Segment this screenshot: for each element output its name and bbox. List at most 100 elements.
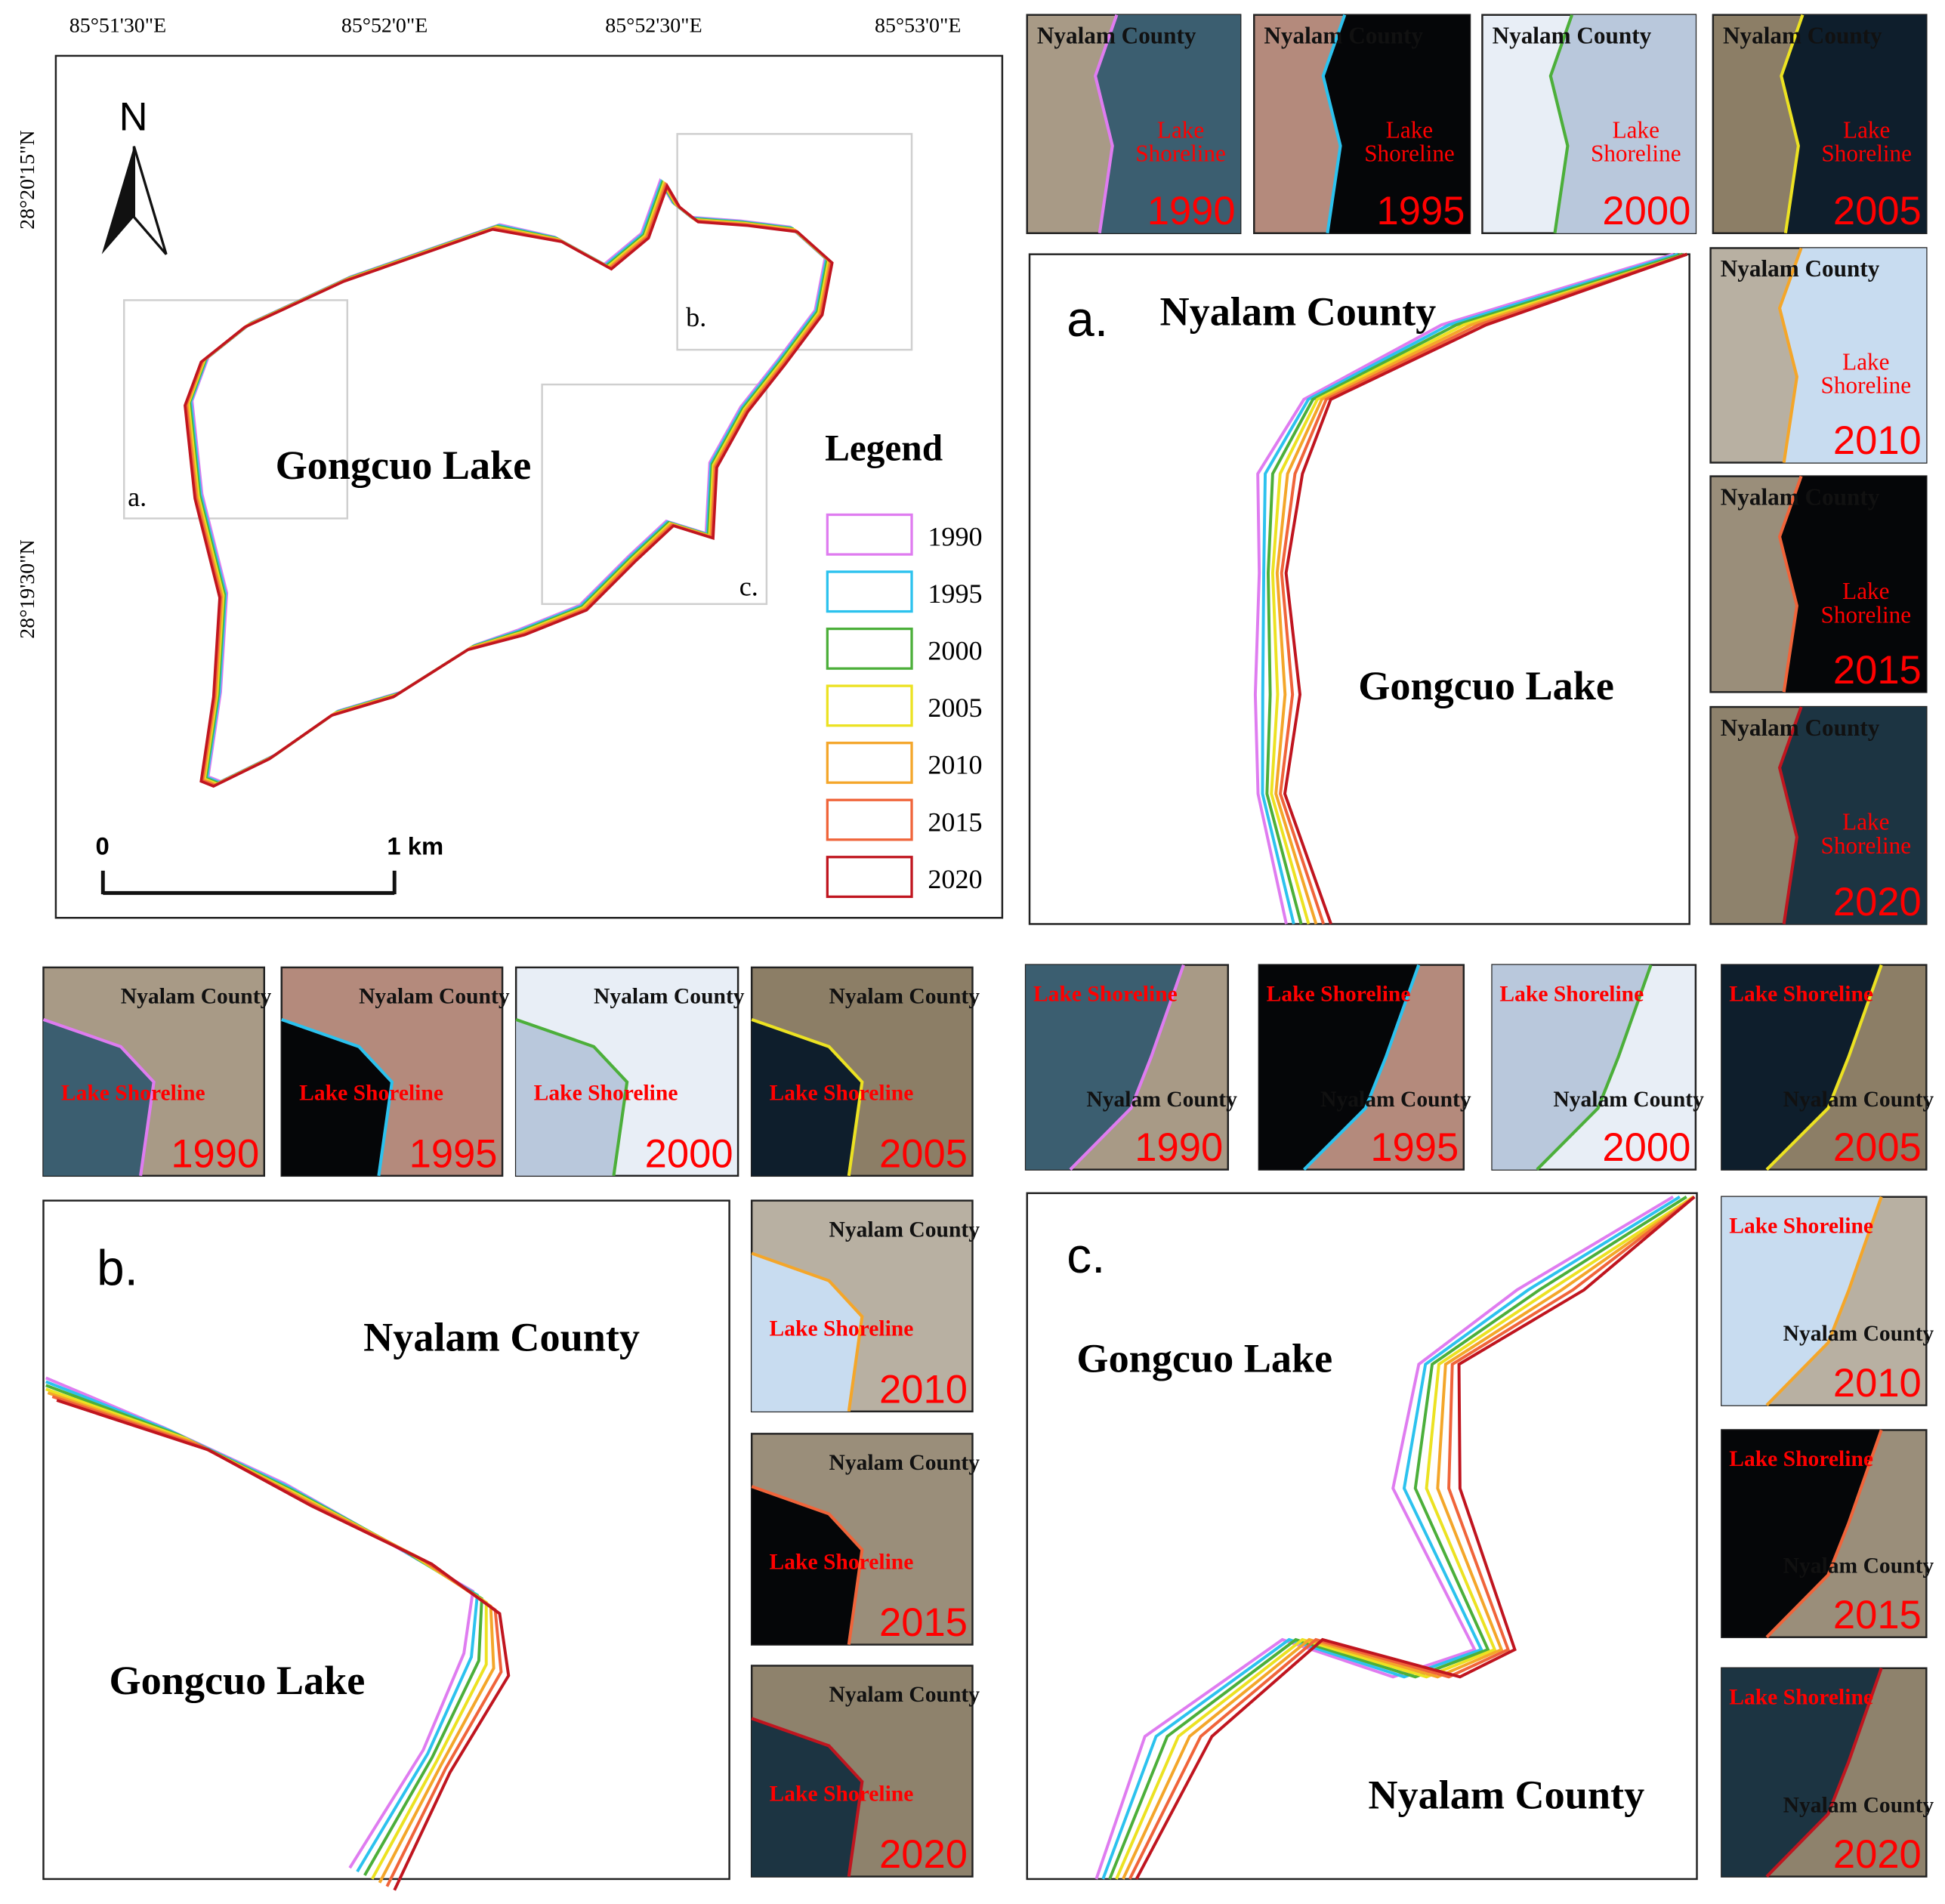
- thumb-year: 2005: [879, 1131, 968, 1176]
- legend-label: 1990: [928, 520, 983, 552]
- detail-shoreline: [1274, 252, 1688, 925]
- detail-frame: [1028, 253, 1690, 925]
- thumbnail-shoreline: [1780, 14, 1805, 234]
- thumb-shoreline: Lake Shoreline: [299, 1080, 443, 1106]
- thumbnail-shoreline: [1069, 964, 1185, 1171]
- thumb-year: 2010: [1832, 1360, 1922, 1406]
- thumb-year: 2000: [1602, 1125, 1691, 1170]
- thumb-county: Nyalam County: [1492, 23, 1652, 50]
- thumbnail-shoreline: [1777, 247, 1803, 463]
- inset-box-c: [541, 383, 768, 605]
- legend-swatch: [826, 627, 913, 670]
- legend-swatch: [826, 798, 913, 841]
- thumb-year: 1990: [171, 1131, 260, 1176]
- detail-shoreline: [1128, 1196, 1696, 1880]
- thumb-county: Nyalam County: [1320, 1086, 1471, 1112]
- thumbnail-water: [752, 1486, 863, 1645]
- thumb-shoreline: Lake Shoreline: [1729, 1213, 1874, 1238]
- thumb-year: 2020: [1832, 879, 1922, 924]
- thumbnail-shoreline: [42, 1017, 156, 1177]
- detail-shoreline: [1094, 1196, 1675, 1880]
- thumbnail-shoreline: [751, 1485, 864, 1645]
- thumbnail-shoreline: [1321, 14, 1347, 234]
- thumbnail-shoreline: [1548, 14, 1573, 234]
- panel-county: Nyalam County: [1159, 290, 1437, 335]
- y-tick-label: 28°19'30"N: [15, 539, 39, 639]
- thumb-year: 2015: [1832, 1592, 1922, 1637]
- thumb-county: Nyalam County: [1720, 256, 1880, 283]
- thumb-county: Nyalam County: [1783, 1791, 1934, 1817]
- legend-label: 2015: [928, 806, 983, 838]
- inset-label: a.: [128, 481, 147, 513]
- thumb-shoreline: Lake Shoreline: [769, 1080, 914, 1106]
- legend-swatch: [826, 742, 913, 784]
- thumb-year: 2000: [1602, 188, 1691, 233]
- thumb-shoreline: Lake Shoreline: [1729, 980, 1874, 1006]
- detail-shoreline: [1265, 252, 1684, 924]
- thumbnail-water: [752, 1718, 863, 1877]
- panel-lake: Gongcuo Lake: [1076, 1337, 1333, 1382]
- thumb-county: Nyalam County: [120, 983, 272, 1009]
- thumb-shoreline: Lake Shoreline: [1821, 118, 1913, 168]
- detail-shoreline: [1270, 252, 1687, 924]
- panel-label: b.: [97, 1241, 138, 1297]
- thumb-year: 2000: [644, 1131, 733, 1176]
- thumb-shoreline: Lake Shoreline: [533, 1080, 678, 1106]
- panel-lake: Gongcuo Lake: [1358, 665, 1614, 710]
- thumb-county: Nyalam County: [1086, 1086, 1237, 1112]
- thumb-county: Nyalam County: [359, 983, 510, 1009]
- thumbnail-water: [1026, 964, 1184, 1170]
- detail-frame: [1026, 1192, 1698, 1881]
- thumbnail-shoreline: [1777, 475, 1803, 693]
- thumbnail-water: [1550, 14, 1696, 233]
- thumb-county: Nyalam County: [1723, 23, 1882, 50]
- thumbnail-shoreline: [281, 1017, 394, 1177]
- thumbnail-shoreline: [1765, 1668, 1883, 1878]
- x-tick-label: 85°51'30"E: [69, 14, 167, 38]
- shorelines: [42, 14, 1928, 1891]
- thumbnail-water: [1258, 964, 1419, 1170]
- legend-swatch: [826, 570, 913, 613]
- thumbnail-shoreline: [751, 1017, 864, 1177]
- north-label: N: [119, 94, 148, 139]
- thumbnail-water: [1780, 476, 1927, 693]
- thumb-shoreline: Lake Shoreline: [769, 1548, 914, 1574]
- thumbnail-water: [1721, 1196, 1882, 1406]
- thumb-shoreline: Lake Shoreline: [1590, 118, 1681, 168]
- thumb-county: Nyalam County: [1783, 1086, 1934, 1112]
- legend-label: 2010: [928, 748, 983, 780]
- thumbnail-shoreline: [751, 1717, 864, 1877]
- legend-label: 2000: [928, 634, 983, 666]
- thumb-county: Nyalam County: [829, 1216, 980, 1242]
- thumb-year: 1995: [1376, 188, 1465, 233]
- detail-shoreline: [1101, 1196, 1681, 1880]
- thumb-year: 2010: [1832, 418, 1922, 463]
- detail-shoreline: [56, 1399, 511, 1891]
- panel-county: Nyalam County: [363, 1316, 641, 1361]
- detail-shoreline: [1279, 252, 1688, 925]
- thumb-shoreline: Lake Shoreline: [1729, 1446, 1874, 1471]
- inset-label: c.: [739, 570, 758, 602]
- thumb-shoreline: Lake Shoreline: [1364, 118, 1455, 168]
- detail-shoreline: [1115, 1196, 1694, 1880]
- detail-shoreline: [1135, 1196, 1696, 1880]
- legend-swatch: [826, 513, 913, 556]
- thumbnail-water: [1781, 14, 1927, 233]
- thumbnail-shoreline: [1093, 14, 1119, 234]
- thumb-shoreline: Lake Shoreline: [1135, 118, 1226, 168]
- panel-county: Nyalam County: [1368, 1773, 1645, 1819]
- legend-swatch: [826, 684, 913, 727]
- thumbnail-water: [43, 1019, 154, 1176]
- detail-shoreline: [1108, 1196, 1687, 1880]
- thumb-shoreline: Lake Shoreline: [1820, 579, 1912, 628]
- scale-label: 1 km: [387, 833, 444, 861]
- thumb-shoreline: Lake Shoreline: [1820, 350, 1912, 400]
- thumb-year: 2015: [1832, 647, 1922, 693]
- lake-shoreline: [184, 182, 834, 788]
- thumb-shoreline: Lake Shoreline: [1266, 980, 1411, 1006]
- x-tick-label: 85°52'30"E: [605, 14, 702, 38]
- thumb-year: 1990: [1147, 188, 1236, 233]
